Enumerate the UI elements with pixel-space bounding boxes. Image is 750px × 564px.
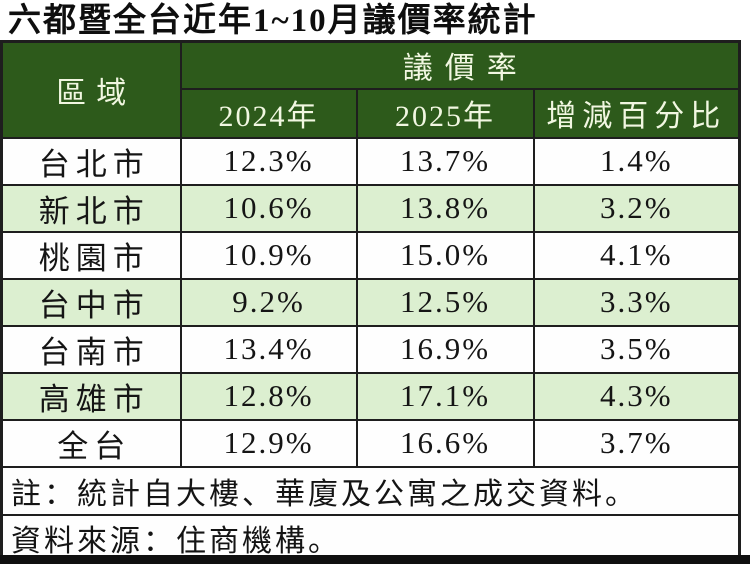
page-title: 六都暨全台近年1~10月議價率統計: [8, 3, 538, 39]
region-cell: 桃園市: [0, 230, 182, 280]
col-header-2024: 2024年: [179, 87, 358, 139]
table-note: 註：統計自大樓、華廈及公寓之成交資料。: [0, 465, 741, 516]
col-header-rate-group: 議價率: [179, 40, 741, 90]
table-row-kaohsiung: 高雄市 12.8% 17.1% 4.3%: [0, 371, 741, 421]
table-row-newtaipei: 新北市 10.6% 13.8% 3.2%: [0, 183, 741, 233]
header-row-group: 區域 議價率: [0, 40, 741, 139]
value-change: 3.3%: [532, 277, 741, 327]
region-cell: 台北市: [0, 136, 182, 186]
value-change: 3.2%: [532, 183, 741, 233]
col-header-2025: 2025年: [355, 87, 535, 139]
value-change: 4.1%: [532, 230, 741, 280]
value-2024: 13.4%: [179, 324, 358, 374]
value-2025: 15.0%: [355, 230, 535, 280]
value-2025: 13.8%: [355, 183, 535, 233]
table-row-taiwan-total: 全台 12.9% 16.6% 3.7%: [0, 418, 741, 468]
table-row-tainan: 台南市 13.4% 16.9% 3.5%: [0, 324, 741, 374]
table-row-taichung: 台中市 9.2% 12.5% 3.3%: [0, 277, 741, 327]
value-change: 3.5%: [532, 324, 741, 374]
value-2024: 12.3%: [179, 136, 358, 186]
region-cell: 新北市: [0, 183, 182, 233]
col-header-region: 區域: [0, 40, 182, 139]
header-row-years: 2024年 2025年 增減百分比: [2, 87, 741, 139]
col-header-change: 增減百分比: [532, 87, 741, 139]
note-row: 註：統計自大樓、華廈及公寓之成交資料。: [0, 465, 741, 516]
value-change: 1.4%: [532, 136, 741, 186]
region-cell: 台南市: [0, 324, 182, 374]
region-cell: 台中市: [0, 277, 182, 327]
value-2025: 17.1%: [355, 371, 535, 421]
table-row-taoyuan: 桃園市 10.9% 15.0% 4.1%: [0, 230, 741, 280]
value-2024: 10.9%: [179, 230, 358, 280]
table-row-taipei: 台北市 12.3% 13.7% 1.4%: [0, 136, 741, 186]
value-2024: 9.2%: [179, 277, 358, 327]
region-cell: 全台: [0, 418, 182, 468]
value-2024: 10.6%: [179, 183, 358, 233]
region-cell: 高雄市: [0, 371, 182, 421]
value-change: 3.7%: [532, 418, 741, 468]
value-2025: 16.9%: [355, 324, 535, 374]
value-2025: 16.6%: [355, 418, 535, 468]
value-2024: 12.9%: [179, 418, 358, 468]
value-2025: 12.5%: [355, 277, 535, 327]
bottom-bar: [0, 555, 750, 564]
value-2024: 12.8%: [179, 371, 358, 421]
value-change: 4.3%: [532, 371, 741, 421]
value-2025: 13.7%: [355, 136, 535, 186]
negotiation-rate-table: 區域 議價率 2024年 2025年 增減百分比 台北市 12.3% 13.7%…: [0, 40, 742, 564]
